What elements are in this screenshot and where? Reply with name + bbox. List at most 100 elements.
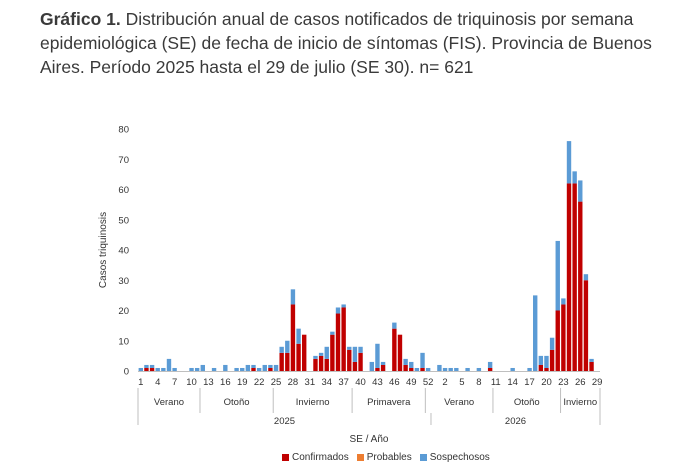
bar-sospechosos-72: [538, 355, 544, 365]
year-label: 2026: [505, 416, 526, 427]
x-tick-label: 34: [321, 377, 332, 388]
chart-title-text: Distribución anual de casos notificados …: [40, 9, 652, 77]
bar-sospechosos-61: [476, 367, 482, 371]
bar-sospechosos-71: [533, 295, 538, 372]
bar-sospechosos-49: [409, 361, 414, 368]
bar-sospechosos-5: [161, 367, 166, 371]
bar-sospechosos-32: [313, 355, 318, 359]
bar-confirmados-74: [549, 349, 555, 371]
x-tick-label: 1: [138, 377, 143, 388]
bar-sospechosos-70: [527, 367, 532, 371]
bar-confirmados-34: [324, 358, 329, 371]
bar-sospechosos-35: [330, 331, 335, 335]
x-tick-label: 10: [186, 377, 197, 388]
x-tick-label: 25: [271, 377, 282, 388]
y-axis-label: Casos triquinosis: [98, 212, 109, 288]
legend-item-confirmados: Confirmados: [282, 452, 349, 463]
bar-sospechosos-80: [583, 274, 589, 281]
bar-sospechosos-40: [358, 346, 363, 353]
bar-sospechosos-67: [510, 367, 515, 371]
bar-sospechosos-33: [318, 352, 324, 356]
bar-sospechosos-29: [296, 328, 301, 344]
legend-item-sospechosos: Sospechosos: [419, 452, 490, 463]
bar-sospechosos-18: [234, 367, 239, 371]
bar-sospechosos-23: [262, 364, 267, 371]
bar-sospechosos-6: [166, 358, 172, 371]
bar-sospechosos-1: [138, 367, 144, 371]
x-tick-label: 40: [355, 377, 366, 388]
bar-confirmados-33: [318, 355, 324, 372]
x-tick-label: 52: [423, 377, 434, 388]
bar-confirmados-24: [268, 367, 273, 371]
bar-confirmados-76: [561, 304, 566, 371]
bar-confirmados-73: [544, 367, 549, 371]
season-label: Invierno: [563, 397, 597, 408]
x-tick-label: 19: [237, 377, 248, 388]
bar-sospechosos-51: [420, 352, 425, 368]
bar-sospechosos-46: [392, 322, 397, 329]
bar-sospechosos-7: [172, 367, 177, 371]
bar-confirmados-44: [380, 364, 386, 371]
legend-swatch-confirmados: [282, 454, 289, 461]
bar-sospechosos-56: [448, 367, 453, 371]
bar-confirmados-79: [578, 201, 583, 371]
legend-item-probables: Probables: [356, 452, 412, 463]
x-tick-label: 23: [558, 377, 569, 388]
y-tick-label: 0: [124, 367, 129, 378]
bar-confirmados-81: [589, 361, 594, 371]
legend-label-sospechosos: Sospechosos: [429, 452, 490, 463]
bar-sospechosos-78: [572, 171, 577, 184]
legend-label-confirmados: Confirmados: [292, 452, 349, 463]
chart-title: Gráfico 1. Distribución anual de casos n…: [40, 7, 680, 79]
bar-confirmados-21: [251, 367, 256, 371]
bar-sospechosos-59: [465, 367, 470, 371]
bar-sospechosos-28: [290, 289, 296, 305]
season-label: Otoño: [514, 397, 540, 408]
x-tick-label: 26: [575, 377, 586, 388]
bar-confirmados-63: [487, 367, 493, 371]
season-label: Verano: [444, 397, 474, 408]
chart-legend: Confirmados Probables Sospechosos: [282, 452, 490, 463]
bar-confirmados-29: [296, 343, 301, 371]
bar-confirmados-77: [566, 183, 572, 371]
season-label: Otoño: [224, 397, 250, 408]
bar-sospechosos-36: [335, 307, 341, 314]
bar-sospechosos-37: [341, 304, 346, 308]
x-tick-label: 49: [406, 377, 417, 388]
bar-sospechosos-4: [155, 367, 160, 371]
bar-confirmados-32: [313, 358, 318, 371]
bar-sospechosos-75: [555, 240, 560, 311]
bar-sospechosos-12: [200, 364, 205, 371]
bar-sospechosos-39: [352, 346, 358, 362]
x-tick-label: 8: [476, 377, 481, 388]
season-label: Verano: [154, 397, 184, 408]
chart-title-bold: Gráfico 1.: [40, 9, 121, 29]
bar-confirmados-38: [347, 349, 352, 371]
y-tick-label: 10: [118, 336, 129, 347]
bar-sospechosos-44: [380, 361, 386, 365]
season-label: Primavera: [367, 397, 411, 408]
x-tick-label: 20: [541, 377, 552, 388]
bar-confirmados-3: [149, 367, 155, 371]
bar-confirmados-37: [341, 307, 346, 371]
bar-confirmados-39: [352, 361, 358, 371]
y-tick-label: 30: [118, 276, 129, 287]
bar-confirmados-48: [403, 364, 408, 371]
bar-confirmados-75: [555, 310, 560, 371]
bar-sospechosos-76: [561, 298, 566, 305]
x-tick-label: 31: [305, 377, 316, 388]
x-tick-label: 5: [459, 377, 464, 388]
bar-sospechosos-22: [256, 367, 262, 371]
x-tick-label: 46: [389, 377, 400, 388]
x-tick-label: 7: [172, 377, 177, 388]
bar-sospechosos-73: [544, 355, 549, 368]
bar-sospechosos-24: [268, 364, 273, 368]
x-tick-label: 43: [372, 377, 383, 388]
bar-sospechosos-38: [347, 346, 352, 350]
bar-confirmados-43: [375, 367, 380, 371]
bar-confirmados-2: [144, 367, 149, 371]
bar-sospechosos-55: [442, 367, 448, 371]
bar-sospechosos-20: [245, 364, 251, 371]
bar-confirmados-36: [335, 313, 341, 371]
bar-sospechosos-11: [194, 367, 200, 371]
